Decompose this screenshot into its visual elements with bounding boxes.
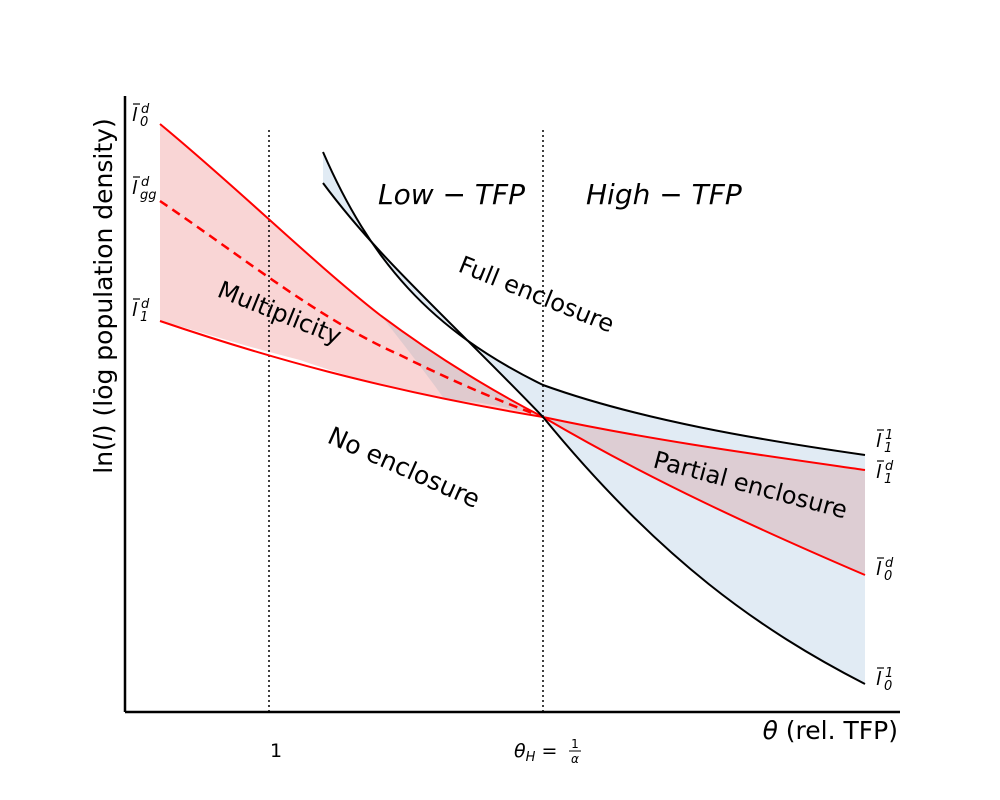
x-tick-theta-sub: H xyxy=(526,750,536,765)
left-label-l1d-sup: d xyxy=(141,297,150,312)
x-tick-theta-h-text: θH = xyxy=(514,740,557,765)
x-tick-theta-eq: = xyxy=(535,740,557,762)
right-label-l11-base: l xyxy=(876,430,882,452)
left-label-l0d-sub: 0 xyxy=(140,115,148,130)
curve-l01-black xyxy=(322,182,866,685)
right-label-l01: l 1 0 xyxy=(876,666,893,694)
right-label-l1d: l d 1 xyxy=(876,459,894,487)
left-label-lggd: l d gg xyxy=(132,175,157,203)
right-label-l01-sub: 0 xyxy=(884,679,892,694)
left-label-lggd-base: l xyxy=(132,177,138,199)
region-label-no-enclosure: No enclosure xyxy=(324,421,485,514)
region-label-full-enclosure: Full enclosure xyxy=(455,251,618,339)
x-tick-one: 1 xyxy=(270,740,282,762)
right-label-l0d-sub: 0 xyxy=(884,569,892,584)
y-axis-label-pre: ln( xyxy=(89,441,118,474)
x-tick-frac-num: 1 xyxy=(571,737,579,751)
partial-enclosure-overlap-region xyxy=(543,417,865,575)
left-label-l1d-sub: 1 xyxy=(140,310,148,325)
curve-l0d-red xyxy=(159,123,866,576)
center-overlap-region xyxy=(383,318,543,417)
right-label-l11-sup: 1 xyxy=(885,428,893,443)
right-label-l1d-sup: d xyxy=(885,459,894,474)
left-label-l0d-base: l xyxy=(132,104,138,126)
right-label-l11-sub: 1 xyxy=(884,441,892,456)
x-axis-label: θ (rel. TFP) xyxy=(763,716,898,745)
x-axis-label-sym: θ xyxy=(763,716,778,745)
x-axis-label-post: (rel. TFP) xyxy=(778,716,898,745)
y-axis-label-sym: l xyxy=(89,434,118,441)
y-axis-label: ln(l) (log population density) xyxy=(89,118,118,473)
region-label-low-tfp: Low − TFP xyxy=(378,178,525,211)
x-tick-frac-den: α xyxy=(571,752,579,766)
right-label-l0d-sup: d xyxy=(885,556,894,571)
region-label-high-tfp: High − TFP xyxy=(586,178,742,211)
x-tick-theta-sym: θ xyxy=(514,740,526,762)
right-label-l0d-base: l xyxy=(876,558,882,580)
right-label-l0d: l d 0 xyxy=(876,556,894,584)
right-label-l01-base: l xyxy=(876,668,882,690)
x-tick-theta-h: θH = 1 α xyxy=(514,737,581,766)
curve-lggd-red-dashed xyxy=(159,199,544,419)
left-label-l1d: l d 1 xyxy=(132,297,150,325)
y-axis-label-post: ) (log population density) xyxy=(89,118,118,434)
right-label-l11: l 1 1 xyxy=(876,428,893,456)
right-label-l1d-sub: 1 xyxy=(884,472,892,487)
left-label-l0d-sup: d xyxy=(141,102,150,117)
enclosure-band-region xyxy=(323,152,865,684)
multiplicity-region xyxy=(160,124,543,417)
left-label-lggd-sub: gg xyxy=(140,188,157,203)
right-label-l1d-base: l xyxy=(876,461,882,483)
left-label-l0d: l d 0 xyxy=(132,102,150,130)
left-label-lggd-sup: d xyxy=(141,175,150,190)
right-label-l01-sup: 1 xyxy=(885,666,893,681)
left-label-l1d-base: l xyxy=(132,299,138,321)
